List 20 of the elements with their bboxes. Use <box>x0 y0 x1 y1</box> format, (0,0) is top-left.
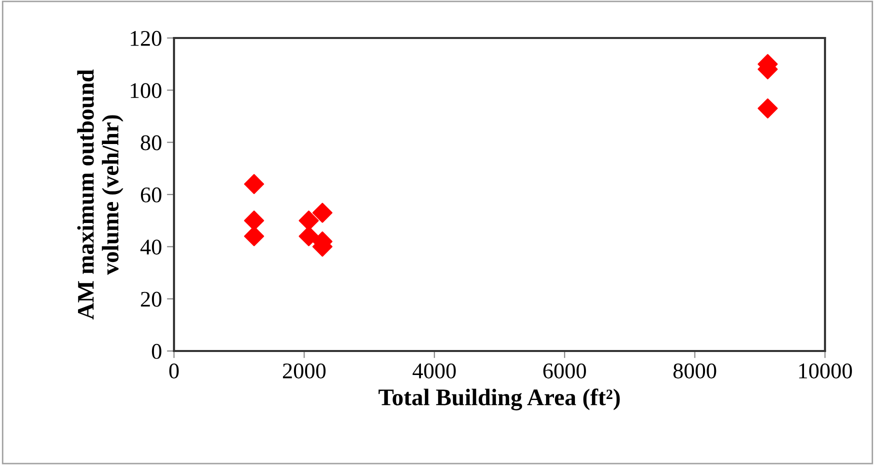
y-tick-label: 40 <box>140 240 162 255</box>
x-tick-label: 8000 <box>673 363 716 378</box>
y-tick-label: 0 <box>152 344 162 359</box>
point <box>244 174 264 194</box>
y-tick-label: 120 <box>130 30 162 46</box>
y-tick-label: 100 <box>130 83 162 98</box>
x-tick-label: 6000 <box>543 363 586 378</box>
point <box>312 202 332 223</box>
y-tick-label: 80 <box>140 135 162 150</box>
point <box>758 98 778 118</box>
y-tick-label: 20 <box>140 292 162 307</box>
x-tick-label: 0 <box>169 363 179 378</box>
point <box>298 226 319 246</box>
x-tick-label: 10000 <box>799 363 852 378</box>
x-axis-title: Total Building Area (ft²) <box>378 388 620 410</box>
point <box>244 226 264 246</box>
x-tick-label: 4000 <box>412 363 456 378</box>
y-tick-label: 60 <box>140 187 162 202</box>
x-tick-label: 2000 <box>282 363 326 378</box>
y-axis-title: AM maximum outbound volume (veh/hr) <box>77 69 124 320</box>
